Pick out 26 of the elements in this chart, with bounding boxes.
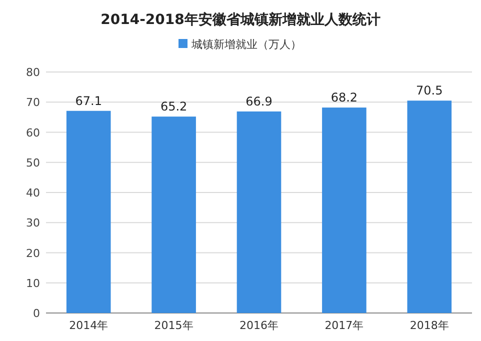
bar	[322, 108, 366, 313]
y-tick-label: 70	[26, 96, 40, 110]
y-tick-label: 10	[26, 276, 40, 290]
x-tick-label: 2018年	[410, 319, 449, 332]
x-tick-label: 2016年	[240, 319, 278, 332]
x-tick-label: 2015年	[154, 319, 194, 332]
chart-title: 2014-2018年安徽省城镇新增就业人数统计	[100, 11, 380, 28]
data-label: 70.5	[416, 84, 443, 98]
y-tick-label: 20	[26, 246, 40, 260]
data-label: 67.1	[75, 94, 102, 108]
data-label: 68.2	[330, 90, 358, 105]
bar	[407, 100, 452, 313]
x-tick-label: 2017年	[324, 319, 364, 332]
legend: 城镇新增就业（万人）	[178, 38, 302, 51]
x-tick-label: 2014年	[69, 319, 108, 332]
y-tick-label: 40	[26, 186, 40, 200]
data-label: 65.2	[160, 100, 188, 114]
y-tick-label: 80	[26, 66, 40, 79]
bar	[66, 110, 111, 313]
y-tick-label: 0	[33, 307, 40, 320]
bar	[236, 111, 282, 313]
y-tick-label: 30	[26, 216, 40, 230]
y-tick-label: 60	[26, 126, 40, 140]
y-tick-label: 50	[26, 156, 40, 170]
data-label: 66.9	[246, 94, 272, 108]
bar	[152, 116, 196, 313]
